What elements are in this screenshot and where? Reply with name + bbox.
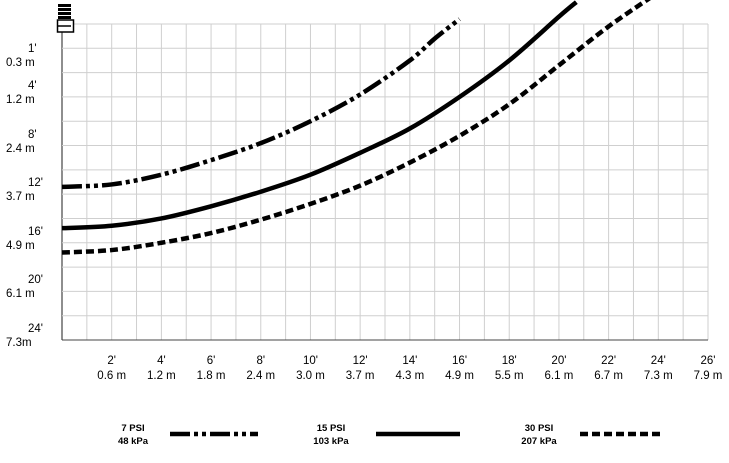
- x-tick-ft: 26': [700, 355, 716, 367]
- series-lines: [61, 0, 652, 255]
- y-tick-label: 24' 7.3m: [6, 322, 43, 350]
- legend-psi: 7 PSI: [121, 423, 145, 434]
- y-tick-m: 2.4 m: [6, 142, 35, 155]
- x-tick-label: 22' 6.7 m: [581, 354, 637, 384]
- y-tick-m: 1.2 m: [6, 93, 35, 106]
- x-tick-label: 16' 4.9 m: [432, 354, 488, 384]
- x-tick-label: 2' 0.6 m: [84, 354, 140, 384]
- x-tick-m: 4.3 m: [395, 370, 425, 382]
- sprinkler-nozzle-icon: [55, 4, 77, 43]
- y-tick-label: 12' 3.7 m: [6, 176, 43, 204]
- y-tick-ft: 1': [28, 43, 37, 56]
- x-tick-m: 3.7 m: [345, 370, 375, 382]
- series-line-2: [61, 0, 652, 255]
- x-tick-ft: 22': [601, 355, 617, 367]
- x-tick-label: 10' 3.0 m: [282, 354, 338, 384]
- legend-label: 30 PSI 207 kPa: [509, 422, 569, 448]
- legend-psi: 30 PSI: [524, 423, 554, 434]
- y-tick-label: 4' 1.2 m: [6, 79, 37, 107]
- x-tick-ft: 2': [107, 355, 116, 367]
- x-tick-ft: 10': [302, 355, 318, 367]
- trajectory-chart: [61, 0, 709, 341]
- x-tick-label: 12' 3.7 m: [332, 354, 388, 384]
- x-tick-label: 8' 2.4 m: [233, 354, 289, 384]
- x-tick-m: 1.8 m: [196, 370, 226, 382]
- x-tick-m: 4.9 m: [445, 370, 474, 382]
- legend-swatch: [376, 431, 460, 437]
- x-tick-m: 2.4 m: [246, 370, 276, 382]
- x-tick-m: 7.9 m: [693, 370, 723, 382]
- y-tick-ft: 16': [28, 225, 43, 238]
- x-tick-m: 5.5 m: [494, 370, 524, 382]
- legend-label: 15 PSI 103 kPa: [301, 422, 361, 448]
- x-tick-ft: 18': [501, 355, 517, 367]
- x-tick-m: 1.2 m: [146, 370, 176, 382]
- legend-swatch: [170, 431, 258, 437]
- legend-kpa: 103 kPa: [313, 436, 349, 447]
- y-tick-m: 7.3m: [6, 337, 32, 349]
- y-tick-m: 4.9 m: [6, 239, 35, 252]
- x-tick-label: 26' 7.9 m: [680, 354, 729, 384]
- x-tick-m: 0.6 m: [97, 370, 127, 382]
- grid: [61, 23, 709, 341]
- x-tick-ft: 6': [206, 355, 216, 367]
- y-tick-ft: 12': [28, 177, 43, 190]
- y-tick-ft: 4': [28, 79, 37, 92]
- y-tick-label: 20' 6.1 m: [6, 273, 43, 301]
- legend-kpa: 48 kPa: [117, 436, 149, 447]
- y-tick-m: 0.3 m: [6, 57, 35, 70]
- x-tick-label: 24' 7.3 m: [630, 354, 686, 384]
- legend-swatch: [580, 431, 664, 437]
- x-tick-ft: 20': [551, 355, 567, 367]
- series-line-1: [61, 0, 578, 231]
- x-tick-m: 3.0 m: [296, 370, 325, 382]
- x-tick-ft: 8': [256, 355, 266, 367]
- y-tick-ft: 24': [28, 323, 43, 335]
- legend-label: 7 PSI 48 kPa: [103, 422, 163, 448]
- x-tick-m: 6.1 m: [544, 370, 574, 382]
- x-tick-m: 6.7 m: [594, 370, 623, 382]
- series-line-0: [61, 17, 461, 190]
- x-tick-label: 4' 1.2 m: [133, 354, 189, 384]
- legend-psi: 15 PSI: [316, 423, 346, 434]
- legend-kpa: 207 kPa: [521, 436, 557, 447]
- y-tick-label: 1' 0.3 m: [6, 42, 37, 70]
- x-tick-ft: 4': [157, 355, 166, 367]
- x-tick-label: 18' 5.5 m: [481, 354, 537, 384]
- x-tick-label: 20' 6.1 m: [531, 354, 587, 384]
- y-tick-ft: 20': [28, 274, 43, 287]
- x-tick-ft: 14': [402, 355, 418, 367]
- x-tick-label: 14' 4.3 m: [382, 354, 438, 384]
- x-tick-ft: 12': [352, 355, 368, 367]
- y-tick-label: 8' 2.4 m: [6, 128, 37, 156]
- y-tick-ft: 8': [28, 128, 37, 141]
- y-tick-m: 3.7 m: [6, 191, 35, 204]
- x-tick-m: 7.3 m: [643, 370, 673, 382]
- y-tick-label: 16' 4.9 m: [6, 225, 43, 253]
- x-tick-ft: 24': [650, 355, 666, 367]
- y-tick-m: 6.1 m: [6, 288, 35, 301]
- x-tick-ft: 16': [452, 355, 468, 367]
- x-tick-label: 6' 1.8 m: [183, 354, 239, 384]
